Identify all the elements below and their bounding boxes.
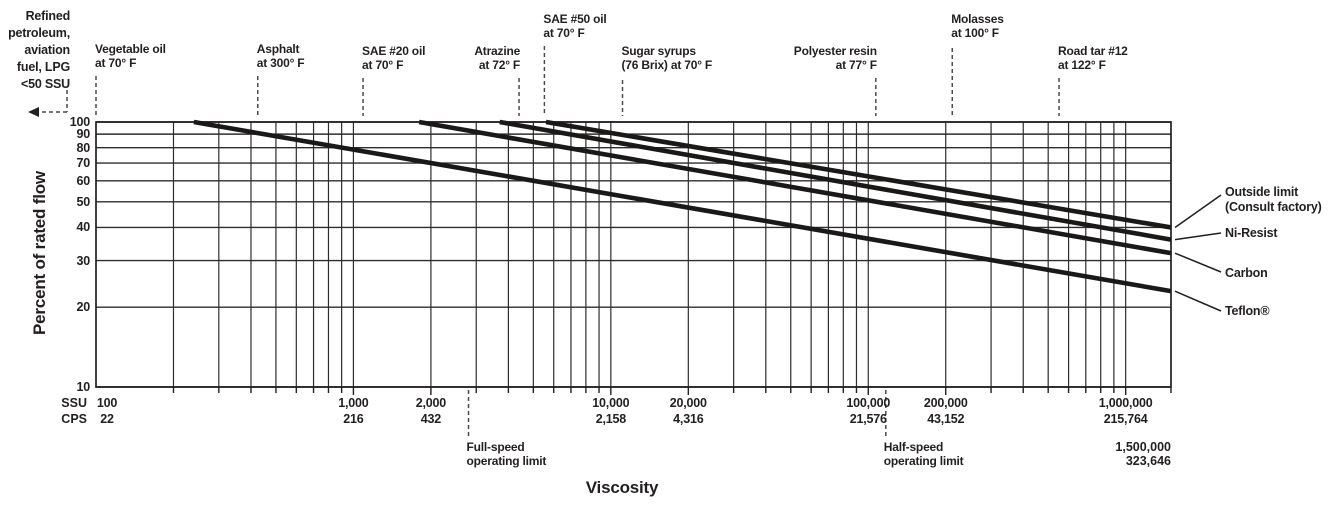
- flow-curve: [499, 119, 1172, 242]
- y-tick-label: 40: [76, 220, 90, 235]
- right-edge-cps-value: 323,646: [1125, 454, 1171, 468]
- x-tick-ssu: 100: [96, 396, 118, 410]
- plot-border: [95, 121, 1172, 388]
- curve-leader-line: [1174, 194, 1222, 229]
- y-tick-label: 10: [76, 380, 90, 394]
- x-tick-cps: 2,158: [595, 412, 626, 426]
- series-label: Ni-Resist: [1225, 226, 1278, 240]
- fluid-label: SAE #20 oil at 70° F: [362, 44, 426, 72]
- fluid-label: Road tar #12 at 122° F: [1058, 44, 1128, 72]
- unit-header-cps: CPS: [61, 412, 87, 426]
- fluid-label: Asphalt at 300° F: [256, 42, 305, 70]
- x-tick-ssu: 200,000: [923, 396, 968, 410]
- x-tick-cps: 432: [420, 412, 442, 426]
- limit-label: Half-speed operating limit: [883, 440, 964, 468]
- y-tick-label: 90: [76, 127, 90, 142]
- fluid-label: Molasses at 100° F: [951, 12, 1004, 40]
- y-axis-title: Percent of rated flow: [30, 171, 49, 335]
- series-label: Teflon®: [1225, 304, 1270, 318]
- flow-curve: [193, 119, 1172, 294]
- curve-leader-line: [1174, 232, 1222, 241]
- y-tick-label: 80: [76, 140, 90, 155]
- curve-leader-line: [1174, 252, 1222, 273]
- x-tick-ssu: 1,000: [338, 396, 369, 410]
- right-edge-ssu-value: 1,500,000: [1115, 440, 1171, 454]
- y-tick-label: 50: [76, 194, 90, 209]
- y-tick-label: 100: [69, 115, 90, 129]
- x-tick-cps: 22: [100, 412, 114, 426]
- curve-leader-line: [1174, 290, 1222, 312]
- x-tick-cps: 4,316: [673, 412, 704, 426]
- x-axis-title: Viscosity: [585, 478, 659, 497]
- fluid-label: SAE #50 oil at 70° F: [543, 12, 607, 40]
- x-tick-cps: 21,576: [849, 412, 887, 426]
- series-label: Outside limit (Consult factory): [1225, 185, 1322, 214]
- flow-curve: [418, 119, 1172, 256]
- left-arrowhead-icon: [28, 107, 39, 117]
- fluid-label: Sugar syrups (76 Brix) at 70° F: [621, 44, 713, 72]
- y-tick-label: 20: [76, 300, 90, 315]
- x-tick-ssu: 100,000: [846, 396, 891, 410]
- unit-header-ssu: SSU: [61, 396, 87, 410]
- y-tick-label: 60: [76, 173, 90, 188]
- fluid-label: Polyester resin at 77° F: [793, 44, 877, 72]
- x-tick-ssu: 1,000,000: [1098, 396, 1153, 410]
- x-tick-ssu: 2,000: [415, 396, 447, 410]
- fluid-label: Vegetable oil at 70° F: [95, 42, 166, 70]
- flow-curve: [545, 119, 1172, 230]
- corner-note: Refined petroleum, aviation fuel, LPG <50 SS…: [8, 9, 70, 91]
- fluid-label: Atrazine at 72° F: [474, 44, 521, 72]
- y-tick-label: 70: [76, 156, 90, 171]
- x-tick-ssu: 20,000: [669, 396, 707, 410]
- x-tick-cps: 216: [343, 412, 364, 426]
- y-tick-label: 30: [76, 253, 90, 268]
- limit-label: Full-speed operating limit: [466, 440, 547, 468]
- series-label: Carbon: [1225, 266, 1268, 280]
- x-tick-ssu: 10,000: [592, 396, 630, 410]
- x-tick-cps: 43,152: [927, 412, 965, 426]
- x-tick-cps: 215,764: [1103, 412, 1148, 426]
